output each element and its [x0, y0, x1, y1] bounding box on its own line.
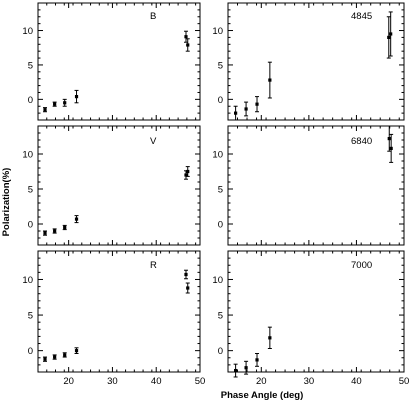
panel-frame — [227, 2, 405, 121]
data-point — [186, 286, 190, 290]
y-axis-title: Polarization(%) — [1, 168, 12, 237]
data-point — [244, 107, 248, 111]
data-point — [184, 173, 188, 177]
data-point — [43, 357, 47, 361]
data-point — [234, 368, 238, 373]
data-point — [53, 355, 57, 359]
y-tick-label: 5 — [28, 60, 33, 71]
data-point — [255, 102, 259, 106]
data-point — [268, 78, 272, 82]
panel-label: 4845 — [351, 11, 372, 22]
data-point — [389, 32, 393, 36]
data-point — [74, 349, 79, 353]
panel-frame — [37, 2, 201, 121]
data-point — [186, 169, 190, 174]
panel-label: B — [150, 11, 156, 22]
panel-6840: 0 5 10 6840 — [212, 125, 405, 246]
panel-frame — [227, 250, 405, 373]
data-point — [74, 217, 79, 221]
panel-7000: 20 30 40 50 0 5 10 7000 — [212, 250, 410, 387]
x-axis-title: Phase Angle (deg) — [221, 390, 304, 401]
data-point — [184, 35, 188, 39]
panel-4845: 0 5 10 4845 — [212, 2, 405, 121]
y-tick-label: 0 — [28, 346, 33, 357]
panel-label: 6840 — [351, 136, 372, 147]
data-point — [389, 146, 393, 150]
x-tick-label: 20 — [63, 376, 74, 387]
y-tick-label: 0 — [218, 95, 223, 106]
data-point — [234, 111, 238, 115]
x-tick-label: 20 — [256, 376, 267, 387]
data-point — [387, 137, 391, 141]
panel-B: 0 5 10 B — [22, 2, 201, 121]
x-tick-label: 50 — [399, 376, 410, 387]
panel-V: 0 5 10 V — [22, 125, 201, 246]
panel-frame — [37, 250, 201, 373]
y-tick-label: 5 — [218, 60, 223, 71]
x-tick-label: 40 — [351, 376, 362, 387]
y-tick-label: 5 — [28, 311, 33, 322]
x-tick-label: 50 — [195, 376, 206, 387]
y-tick-label: 10 — [212, 275, 223, 286]
y-tick-label: 5 — [218, 185, 223, 196]
data-point — [53, 229, 57, 233]
y-tick-label: 5 — [218, 311, 223, 322]
x-tick-label: 40 — [151, 376, 162, 387]
data-point — [387, 35, 391, 40]
x-tick-label: 30 — [304, 376, 315, 387]
data-point — [186, 43, 190, 47]
data-point — [184, 272, 188, 277]
data-point — [63, 101, 67, 105]
data-point — [244, 366, 248, 370]
panel-frame — [227, 125, 405, 246]
y-tick-label: 10 — [22, 150, 33, 161]
data-point — [74, 95, 79, 99]
y-tick-label: 0 — [218, 220, 223, 231]
panel-R: 20 30 40 50 0 5 10 R — [22, 250, 206, 387]
y-tick-label: 0 — [28, 95, 33, 106]
data-point — [255, 358, 259, 362]
panel-label: R — [150, 260, 157, 271]
data-point — [268, 336, 272, 340]
data-point — [43, 231, 47, 235]
data-point — [63, 353, 67, 357]
y-tick-label: 0 — [218, 346, 223, 357]
y-tick-label: 10 — [212, 150, 223, 161]
panel-label: 7000 — [351, 260, 372, 271]
data-point — [63, 225, 67, 230]
data-point — [43, 108, 47, 112]
y-tick-label: 10 — [212, 26, 223, 37]
panel-label: V — [150, 136, 157, 147]
y-tick-label: 0 — [28, 220, 33, 231]
y-tick-label: 10 — [22, 26, 33, 37]
data-point — [53, 102, 57, 106]
panel-frame — [37, 125, 201, 246]
y-tick-label: 10 — [22, 275, 33, 286]
x-tick-label: 30 — [107, 376, 118, 387]
y-tick-label: 5 — [28, 185, 33, 196]
